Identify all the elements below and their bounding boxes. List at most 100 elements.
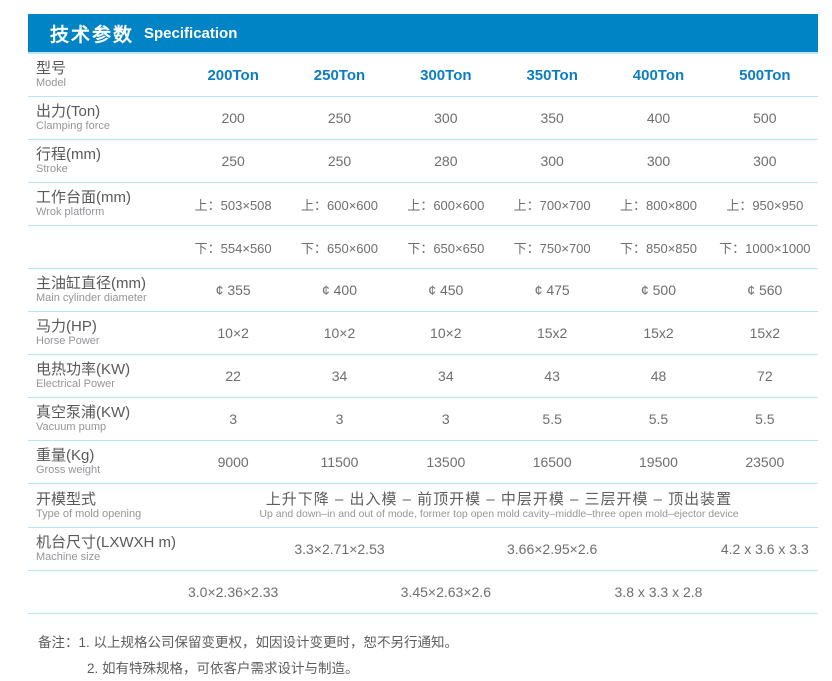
- machine-size-cell: 3.8 x 3.3 x 2.8: [614, 584, 703, 600]
- horse-power-row: 马力(HP) Horse Power 10×2 10×2 10×2 15x2 1…: [28, 312, 818, 355]
- machine-size-row-2: 3.0×2.36×2.33 3.45×2.63×2.6 3.8 x 3.3 x …: [28, 571, 818, 614]
- main-cylinder-row: 主油缸直径(mm) Main cylinder diameter ¢ 355 ¢…: [28, 269, 818, 312]
- spec-cell: 下：750×700: [513, 240, 591, 256]
- row-label: 开模型式 Type of mold opening: [28, 491, 180, 521]
- notes: 备注：1. 以上规格公司保留变更权，如因设计变更时，恕不另行通知。 2. 如有特…: [38, 630, 818, 681]
- row-label-zh: 主油缸直径(mm): [36, 275, 146, 293]
- row-label: 行程(mm) Stroke: [28, 146, 180, 176]
- spec-cell: 上：700×700: [513, 197, 591, 213]
- model-cell: 350Ton: [526, 66, 578, 84]
- row-label: 出力(Ton) Clamping force: [28, 103, 180, 133]
- note-label: 备注：: [38, 635, 79, 650]
- spec-cell: 下：554×560: [194, 240, 272, 256]
- mold-opening-value-zh: 上升下降 – 出入模 – 前顶开模 – 中层开模 – 三层开模 – 顶出装置: [265, 490, 733, 508]
- spec-cell: 43: [544, 368, 560, 384]
- row-label-zh: 真空泵浦(KW): [36, 404, 131, 422]
- row-label-en: Model: [36, 77, 66, 90]
- row-label: 电热功率(KW) Electrical Power: [28, 361, 180, 391]
- spec-cell: 250: [327, 110, 352, 126]
- vacuum-pump-row: 真空泵浦(KW) Vacuum pump 3 3 3 5.5 5.5 5.5: [28, 398, 818, 441]
- row-label-zh: 机台尺寸(LXWXH m): [36, 534, 176, 552]
- row-label: 型号 Model: [28, 60, 180, 90]
- row-label-zh: 行程(mm): [36, 146, 101, 164]
- row-label: 主油缸直径(mm) Main cylinder diameter: [28, 275, 180, 305]
- row-label-en: Main cylinder diameter: [36, 292, 147, 305]
- spec-cell: 11500: [320, 454, 359, 470]
- model-cell: 200Ton: [207, 66, 259, 84]
- model-cell: 300Ton: [420, 66, 472, 84]
- spec-cell: ¢ 400: [321, 282, 358, 298]
- spec-cell: 下：850×850: [620, 240, 697, 256]
- spec-cell: 3: [229, 411, 238, 427]
- spec-cell: 19500: [639, 454, 678, 470]
- spec-cell: 300: [753, 153, 777, 169]
- spec-cell: 下：650×600: [301, 240, 378, 256]
- spec-cell: 10×2: [217, 325, 249, 341]
- spec-cell: 上：950×950: [726, 197, 804, 213]
- spec-cell: ¢ 475: [534, 282, 570, 298]
- row-label: 工作台面(mm) Wrok platform: [28, 189, 180, 219]
- row-label-en: Clamping force: [36, 120, 110, 133]
- spec-cell: 下：650×650: [407, 240, 485, 256]
- spec-cell: 下：1000×1000: [719, 240, 811, 256]
- row-label-en: Electrical Power: [36, 378, 115, 391]
- spec-cell: 上：800×800: [620, 197, 697, 213]
- spec-cell: ¢ 450: [428, 282, 464, 298]
- machine-size-cell: 3.0×2.36×2.33: [188, 584, 279, 600]
- machine-size-cell: 3.45×2.63×2.6: [400, 584, 491, 600]
- row-label-en: Gross weight: [36, 464, 101, 477]
- row-label-en: Type of mold opening: [36, 507, 142, 520]
- mold-opening-row: 开模型式 Type of mold opening 上升下降 – 出入模 – 前…: [28, 484, 818, 528]
- spec-cell: 250: [327, 153, 352, 169]
- spec-cell: 280: [434, 153, 458, 169]
- section-title-zh: 技术参数: [50, 24, 135, 46]
- spec-cell: 13500: [426, 454, 466, 470]
- section-title-en: Specification: [144, 24, 238, 42]
- spec-cell: 3: [335, 411, 344, 427]
- row-label: 重量(Kg) Gross weight: [28, 447, 180, 477]
- row-label-zh: 开模型式: [36, 490, 97, 508]
- machine-size-row-1: 机台尺寸(LXWXH m) Machine size 3.3×2.71×2.53…: [28, 528, 818, 571]
- row-label: 机台尺寸(LXWXH m) Machine size: [28, 534, 180, 564]
- spec-cell: 10×2: [323, 325, 356, 341]
- spec-cell: ¢ 500: [640, 282, 677, 298]
- gross-weight-row: 重量(Kg) Gross weight 9000 11500 13500 165…: [28, 441, 818, 484]
- spec-cell: 15x2: [749, 325, 780, 341]
- note-line-1: 备注：1. 以上规格公司保留变更权，如因设计变更时，恕不另行通知。: [38, 630, 818, 656]
- spec-cell: 500: [753, 110, 777, 126]
- spec-cell: 34: [438, 368, 454, 384]
- spec-cell: 3: [441, 411, 450, 427]
- spec-cell: 22: [225, 368, 241, 384]
- spec-cell: 上：600×600: [301, 197, 378, 213]
- row-label-en: Vacuum pump: [36, 421, 107, 434]
- spec-cell: 300: [646, 153, 671, 169]
- note-text-1: 1. 以上规格公司保留变更权，如因设计变更时，恕不另行通知。: [78, 635, 459, 650]
- spec-cell: 15x2: [536, 325, 568, 341]
- work-platform-upper-row: 工作台面(mm) Wrok platform 上：503×508 上：600×6…: [28, 183, 818, 226]
- row-label: 真空泵浦(KW) Vacuum pump: [28, 404, 180, 434]
- stroke-row: 行程(mm) Stroke 250 250 280 300 300 300: [28, 140, 818, 183]
- row-label: 马力(HP) Horse Power: [28, 318, 180, 348]
- spec-cell: 上：503×508: [194, 197, 272, 213]
- spec-cell: 48: [650, 368, 667, 384]
- spec-cell: 400: [646, 110, 671, 126]
- spec-cell: 5.5: [755, 411, 775, 427]
- spec-cell: 16500: [532, 454, 572, 470]
- row-label-zh: 工作台面(mm): [36, 189, 131, 207]
- spec-cell: 上：600×600: [407, 197, 485, 213]
- row-label-en: Horse Power: [36, 335, 100, 348]
- spec-cell: 5.5: [542, 411, 562, 427]
- spec-cell: ¢ 560: [747, 282, 783, 298]
- row-label-zh: 型号: [36, 60, 67, 78]
- section-title-bar: 技术参数 Specification: [28, 14, 818, 54]
- spec-cell: 15x2: [643, 325, 674, 341]
- mold-opening-value-en: Up and down–in and out of mode, former t…: [259, 508, 739, 521]
- model-cell: 500Ton: [739, 66, 791, 84]
- model-cell: 400Ton: [632, 66, 685, 84]
- machine-size-cell: 3.66×2.95×2.6: [507, 541, 598, 557]
- note-text-2: 2. 如有特殊规格，可依客户需求设计与制造。: [87, 660, 359, 676]
- spec-cell: 250: [221, 153, 245, 169]
- spec-cell: 23500: [745, 454, 785, 470]
- spec-cell: 300: [540, 153, 564, 169]
